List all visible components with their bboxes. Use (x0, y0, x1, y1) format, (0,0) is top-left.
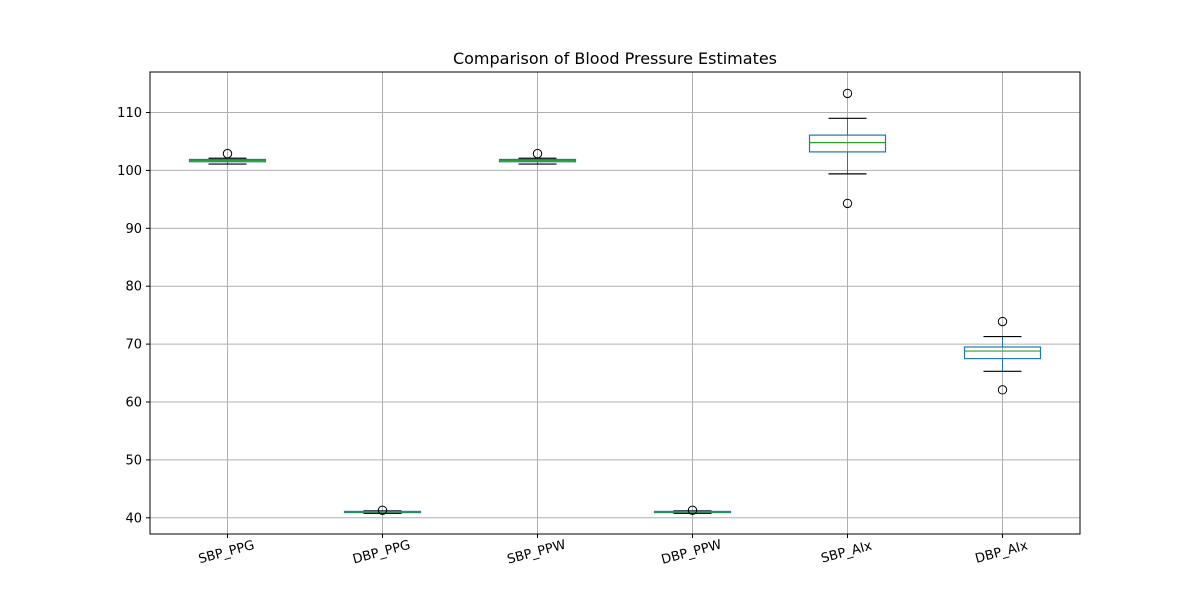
outlier-point (532, 148, 543, 159)
y-tick-label: 100 (117, 164, 142, 179)
y-tick-label: 70 (125, 338, 142, 353)
outlier-point (377, 505, 388, 515)
outlier-point (687, 505, 698, 515)
outlier-point (842, 88, 853, 99)
outlier-point (842, 198, 853, 209)
box-layer (188, 88, 1042, 515)
y-tick-label: 40 (125, 511, 142, 526)
outlier-point (997, 385, 1008, 395)
outlier-point (997, 316, 1008, 327)
box (963, 346, 1042, 360)
box (808, 134, 887, 153)
y-tick-label: 110 (117, 106, 142, 121)
y-tick-label: 90 (125, 222, 142, 237)
plot-frame (149, 71, 1081, 535)
y-tick-label: 80 (125, 280, 142, 295)
outlier-point (222, 148, 233, 159)
y-tick-label: 60 (125, 396, 142, 411)
y-tick-label: 50 (125, 453, 142, 468)
chart-title: Comparison of Blood Pressure Estimates (453, 49, 777, 68)
